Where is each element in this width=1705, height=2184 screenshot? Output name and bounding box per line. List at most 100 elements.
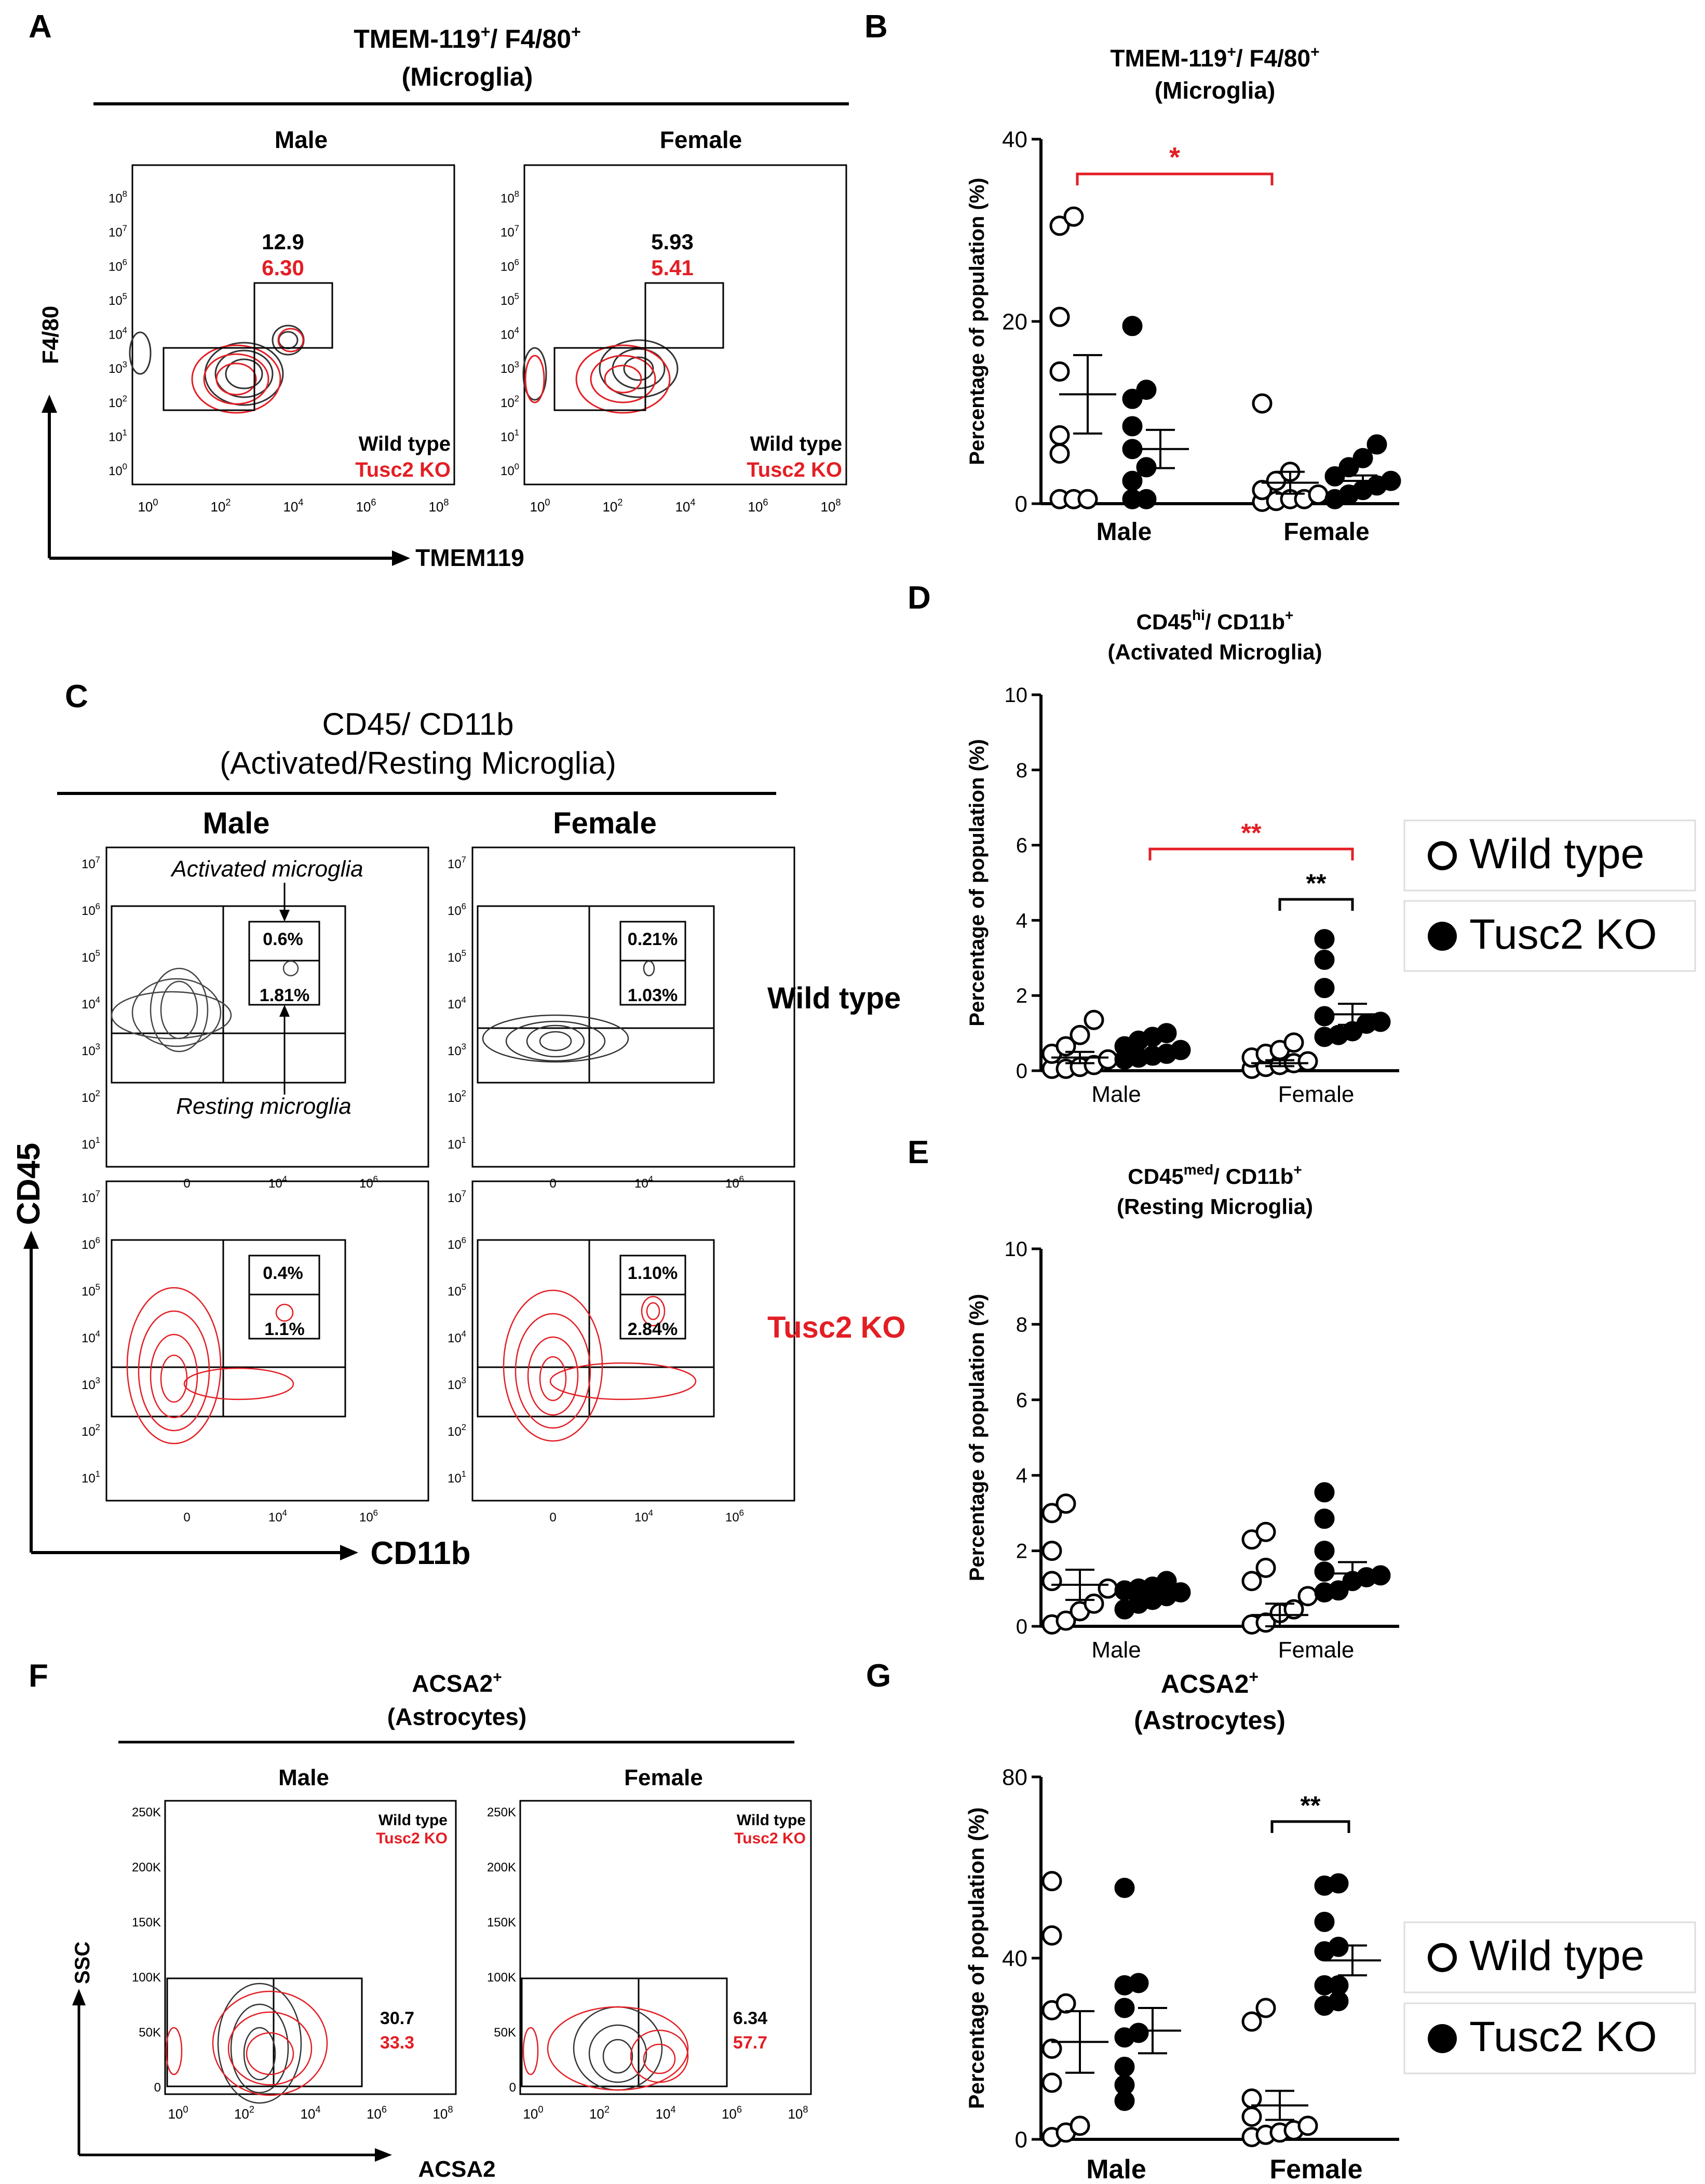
flow-plot-f-female: Wild type Tusc2 KO 6.34 57.7: [519, 1800, 812, 2095]
gate-top-value: 0.4%: [263, 1263, 303, 1283]
x-tick-label: 102: [210, 497, 231, 515]
panel-letter-c: C: [65, 679, 88, 714]
panel-f-ylabel: SSC: [71, 1942, 94, 1984]
gate-value-ko: 6.30: [262, 255, 304, 280]
x-category-label: Female: [1269, 2154, 1362, 2184]
legend-wt: Wild type: [359, 433, 451, 455]
y-tick-label: 105: [500, 291, 519, 308]
y-tick-label: 2: [1016, 1540, 1027, 1563]
legend-wt: Wild type: [378, 1812, 448, 1829]
x-category-label: Female: [1278, 1637, 1355, 1663]
y-tick-label: 0: [509, 2081, 516, 2095]
y-tick-label: 104: [448, 995, 466, 1012]
data-point-wild-type: [1241, 2088, 1262, 2109]
data-point-tusc2-ko: [1314, 1006, 1335, 1027]
gate-bottom-value: 1.03%: [628, 986, 678, 1005]
y-tick-label: 102: [109, 394, 127, 410]
x-tick-label: 106: [722, 2104, 742, 2122]
data-point-tusc2-ko: [1114, 2056, 1135, 2077]
y-tick-label: 0: [1015, 491, 1027, 517]
data-point-wild-type: [1049, 443, 1070, 464]
y-tick-label: 101: [82, 1469, 100, 1486]
panel-f-axes: [72, 1989, 392, 2162]
y-tick-label: 107: [109, 223, 127, 240]
y-tick-label: 106: [82, 901, 100, 918]
x-tick-label: 108: [432, 2104, 453, 2122]
data-point-wild-type: [1297, 2115, 1318, 2136]
panel-c-axes: [23, 1231, 358, 1560]
panel-f-subtitle: (Astrocytes): [387, 1703, 526, 1730]
data-point-tusc2-ko: [1328, 1580, 1349, 1601]
data-point-tusc2-ko: [1366, 434, 1387, 455]
data-point-tusc2-ko: [1170, 1040, 1191, 1060]
x-category-label: Female: [1278, 1082, 1355, 1107]
panel-b-subtitle: (Microglia): [1155, 77, 1276, 104]
panel-c-xlabel: CD11b: [371, 1535, 471, 1571]
data-point-wild-type: [1056, 1493, 1076, 1514]
y-tick-label: 104: [500, 326, 519, 342]
panel-letter-b: B: [864, 9, 888, 45]
x-tick-label: 106: [359, 1174, 378, 1191]
gate-high: [644, 282, 724, 349]
data-point-wild-type: [1308, 484, 1329, 505]
y-tick-label: 104: [82, 995, 100, 1012]
data-point-wild-type: [1041, 1925, 1062, 1946]
panel-a: TMEM-119+/ F4/80+ (Microglia) Male Femal…: [38, 22, 849, 571]
flow-plot-a-male: 12.9 6.30 Wild type Tusc2 KO: [129, 164, 455, 486]
x-tick-label: 106: [725, 1174, 744, 1191]
legend-g: Wild type Tusc2 KO: [1403, 1921, 1696, 2074]
panel-f-female-label: Female: [624, 1765, 703, 1790]
y-tick-label: 10: [1005, 1238, 1028, 1261]
gate-bottom-value: 1.1%: [264, 1319, 305, 1339]
data-point-wild-type: [1056, 1610, 1076, 1631]
gate-bottom-value: 1.81%: [260, 986, 309, 1005]
y-tick-label: 250K: [487, 1805, 516, 1819]
data-point-wild-type: [1049, 215, 1070, 236]
data-point-wild-type: [1084, 1009, 1104, 1030]
y-tick-label: 102: [448, 1422, 466, 1439]
data-point-wild-type: [1041, 1571, 1062, 1592]
y-tick-label: 105: [82, 1282, 100, 1299]
gate-value-ko: 5.41: [651, 255, 694, 280]
y-axis-label: Percentage of population (%): [966, 739, 989, 1026]
y-tick-label: 107: [82, 1189, 100, 1205]
data-point-tusc2-ko: [1314, 1508, 1335, 1529]
contour-ko: [165, 1990, 328, 2096]
gate-value-wt: 5.93: [651, 230, 694, 254]
y-tick-label: 6: [1016, 834, 1027, 857]
data-point-tusc2-ko: [1328, 1873, 1349, 1894]
data-point-wild-type: [1297, 1586, 1318, 1607]
panel-letter-f: F: [29, 1658, 48, 1694]
data-point-wild-type: [1241, 2106, 1262, 2127]
data-point-wild-type: [1283, 1599, 1304, 1620]
y-tick-label: 106: [82, 1235, 100, 1252]
y-tick-label: 50K: [494, 2026, 516, 2040]
panel-f-title: ACSA2+: [412, 1669, 502, 1697]
x-category-label: Male: [1091, 1637, 1141, 1663]
chart-b: 0 20 40 Percentage of population (%) Male Fem…: [966, 127, 1401, 546]
y-tick-label: 100: [109, 462, 127, 478]
y-tick-label: 0: [1016, 1615, 1027, 1638]
gate-value-ko: 57.7: [733, 2033, 767, 2053]
y-tick-label: 103: [448, 1042, 466, 1058]
resting-microglia-label: Resting microglia: [176, 1094, 351, 1119]
panel-f: ACSA2+ (Astrocytes) Male Female Wild typ…: [71, 1669, 812, 2182]
gate-top-value: 1.10%: [628, 1263, 678, 1283]
data-point-tusc2-ko: [1314, 1541, 1335, 1561]
x-tick-label: 108: [428, 497, 449, 515]
data-point-tusc2-ko: [1122, 416, 1143, 437]
panel-g-title: ACSA2+: [1161, 1667, 1259, 1698]
significance-marker: **: [1306, 869, 1327, 898]
y-tick-label: 102: [82, 1088, 100, 1105]
x-tick-label: 100: [168, 2104, 188, 2122]
x-tick-label: 0: [549, 1511, 556, 1525]
data-point-tusc2-ko: [1128, 2023, 1149, 2043]
legend-label-wt: Wild type: [1469, 1932, 1644, 1979]
panel-c-subtitle: (Activated/Resting Microglia): [220, 746, 616, 780]
contour-ko: [126, 1287, 294, 1445]
data-point-wild-type: [1077, 489, 1098, 509]
panel-letter-d: D: [908, 580, 931, 616]
y-tick-label: 103: [82, 1042, 100, 1058]
flow-plot-c-wt-female: 0.21% 1.03%: [471, 846, 795, 1168]
legend-ko: Tusc2 KO: [747, 459, 842, 481]
